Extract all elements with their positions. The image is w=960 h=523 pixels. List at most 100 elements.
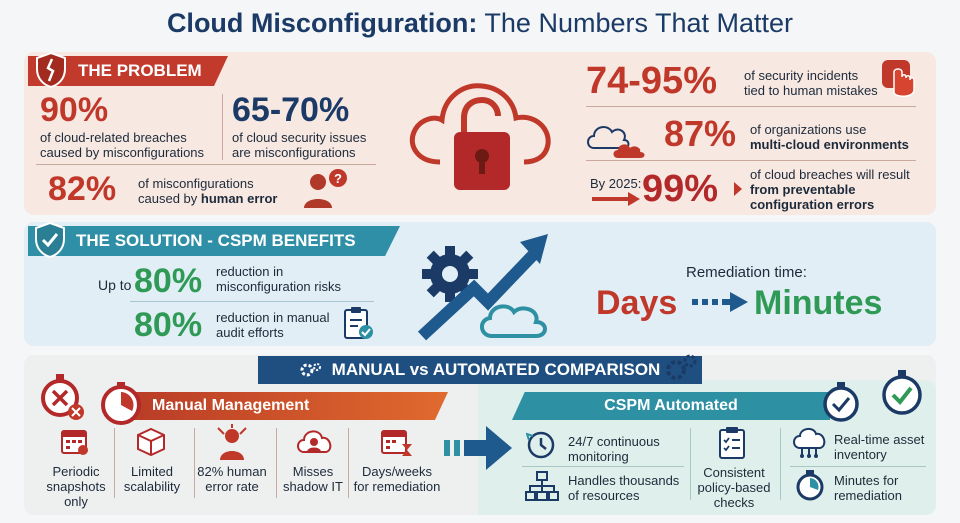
hand-pointer-icon [880,58,920,100]
manual-item-2: Limited scalability [120,464,184,494]
auto-item-2: Handles thousands of resources [568,473,679,503]
manual-heading-text: Manual Management [152,397,310,414]
stat-82-line1: of misconfigurations [138,176,254,191]
solution-stat2-line1: reduction in manual [216,310,330,325]
divider [586,160,916,161]
stat-82-line2-pre: caused by [138,191,201,206]
stopwatch-icon [794,468,826,502]
stat-87-line2: multi-cloud environments [750,137,909,152]
solution-stat1-value: 80% [134,262,203,300]
divider [586,106,916,107]
divider [276,428,277,498]
manual-item-1: Periodic snapshots only [44,464,108,509]
auto-item-1-line2: monitoring [568,449,629,464]
solution-stat2-line2: audit efforts [216,325,284,340]
stopwatch-icon [98,380,144,426]
stat-90: 90% [40,91,109,129]
manual-item-3-line1: 82% human [197,464,267,479]
clock-icon [526,430,556,460]
calendar-icon [60,426,90,456]
automated-heading: CSPM Automated [512,392,830,420]
auto-item-4-line2: inventory [834,447,887,462]
stat-99-prefix: By 2025: [590,176,642,191]
divider [780,428,781,500]
comparison-heading-text: MANUAL vs AUTOMATED COMPARISON [331,360,661,379]
stat-99-line2: from preventable [750,182,856,197]
stat-87: 87% [664,113,737,154]
remediation-from: Days [596,284,678,322]
manual-item-1-line2: snapshots [46,479,106,494]
title-rest: The Numbers That Matter [477,8,794,38]
arrow-right-icon [592,192,640,206]
stressed-person-icon [212,424,252,460]
auto-item-2-line2: of resources [568,488,640,503]
divider [222,94,223,160]
stat-65-70-line2: are misconfigurations [232,145,356,160]
manual-item-3-line2: error rate [205,479,259,494]
divider [790,466,926,467]
solution-stat1-prefix: Up to [98,277,132,293]
stat-90-line2: caused by misconfigurations [40,145,205,160]
stat-90-line1: of cloud-related breaches [40,130,187,145]
solution-stat1-line2: misconfiguration risks [216,279,341,294]
user-question-icon: ? [300,166,352,210]
manual-item-5-line1: Days/weeks [361,464,433,479]
manual-item-4: Misses shadow IT [282,464,344,494]
title-bold: Cloud Misconfiguration: [166,8,478,38]
manual-item-3: 82% human error rate [196,464,268,494]
stat-87-line1: of organizations use [750,122,867,137]
auto-item-3-line1: Consistent [703,465,765,480]
auto-item-3-line2: policy-based [697,480,771,495]
big-arrow-icon [444,424,514,472]
divider [194,428,195,498]
stat-65-70-line1: of cloud security issues [232,130,367,145]
stat-74-95-line1: of security incidents [744,68,859,83]
clouds-icon [584,114,654,160]
stat-99-desc: of cloud breaches will result from preve… [750,167,910,212]
manual-item-4-line2: shadow IT [283,479,343,494]
manual-item-2-line2: scalability [123,479,181,494]
manual-item-5: Days/weeks for remediation [352,464,442,494]
manual-item-2-line1: Limited [131,464,173,479]
stat-82-line2-bold: human error [200,191,278,206]
comparison-heading: MANUAL vs AUTOMATED COMPARISON [258,356,702,384]
solution-stat2-desc: reduction in manual audit efforts [216,310,329,340]
stat-65-70: 65-70% [232,91,350,129]
stopwatch-check-icon [820,380,862,424]
manual-item-1-line3: only [64,494,88,509]
auto-item-4: Real-time asset inventory [834,432,924,462]
solution-stat1-line1: reduction in [216,264,284,279]
clipboard-check-icon [718,426,746,460]
cloud-person-icon [294,426,334,458]
manual-item-5-line2: for remediation [353,479,441,494]
shield-check-icon [34,221,66,259]
automated-heading-text: CSPM Automated [604,397,738,414]
gears-icon [664,352,698,384]
stat-99: 99% [642,168,719,210]
auto-item-3: Consistent policy-based checks [694,465,774,510]
divider [114,428,115,498]
checklist-icon [342,306,374,340]
solution-stat2-value: 80% [134,306,203,344]
stat-87-desc: of organizations use multi-cloud environ… [750,122,909,152]
auto-item-3-line3: checks [713,495,755,510]
auto-item-2-line1: Handles thousands [568,473,680,488]
svg-text:?: ? [334,171,342,186]
hierarchy-icon [524,470,560,502]
gear-arrow-cloud-icon [416,226,560,344]
shield-crack-icon [34,51,68,89]
stat-74-95-line2: tied to human mistakes [744,83,878,98]
auto-item-5: Minutes for remediation [834,473,902,503]
divider [36,164,376,165]
stopwatch-x-icon [38,372,88,424]
cloud-network-icon [790,426,828,458]
gears-icon [300,361,322,379]
remediation-label: Remediation time: [686,264,807,281]
stat-99-line1: of cloud breaches will result [750,167,910,182]
box-icon [134,426,168,458]
manual-item-4-line1: Misses [292,464,334,479]
stat-99-line3: configuration errors [750,197,875,212]
manual-item-1-line1: Periodic [52,464,100,479]
stat-65-70-desc: of cloud security issues are misconfigur… [232,130,366,160]
manual-heading: Manual Management [122,392,448,420]
